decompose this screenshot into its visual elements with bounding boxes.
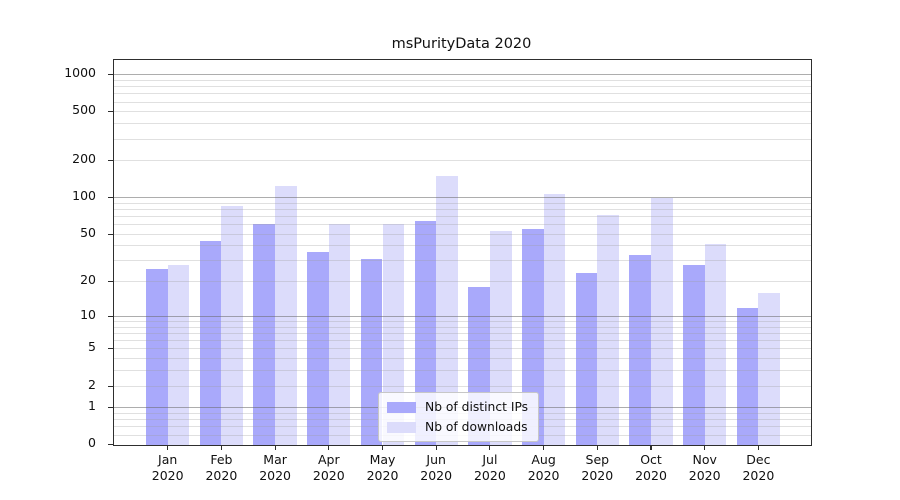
gridline-major [114,197,811,199]
y-tick-label: 1000 [64,65,96,81]
bar-downloads [543,194,566,445]
y-tick [108,74,114,76]
bar-distinct-ips [521,228,544,445]
y-tick [108,233,114,235]
gridline-minor [114,111,811,113]
x-tick [220,445,222,450]
plot-area: Jan 2020 Feb 2020 Mar 2020 Apr 2020 May 2020 Jun 20… [108,59,812,483]
y-tick-label: 500 [72,102,96,118]
gridline-minor [114,208,811,210]
x-tick-label: Jul 2020 [473,452,506,483]
x-tick [543,445,545,450]
gridline-minor [114,86,811,88]
bar-downloads [221,205,244,445]
y-tick [108,281,114,283]
gridline-minor [114,79,811,81]
y-tick-label: 2 [88,376,96,392]
x-tick [328,445,330,450]
y-tick [108,444,114,446]
bar-distinct-ips [629,254,651,445]
x-tick [435,445,437,450]
bar-distinct-ips [414,220,437,445]
bar-downloads [704,243,727,445]
legend-label-downloads: Nb of downloads [425,420,528,434]
gridline-minor [114,101,811,103]
bar-downloads [489,231,512,445]
x-tick-label: Aug 2020 [527,452,560,483]
bar-distinct-ips [199,241,222,445]
bar-downloads [597,214,619,445]
x-tick-label: Feb 2020 [205,452,238,483]
bar-distinct-ips [253,224,276,445]
bar-downloads [275,185,297,445]
gridline-minor [114,160,811,162]
bar-distinct-ips [736,307,759,445]
x-tick [274,445,276,450]
legend-item-downloads: Nb of downloads [387,419,528,435]
x-tick [650,445,652,450]
y-tick-label: 200 [72,151,96,167]
legend-swatch-downloads [387,421,416,433]
x-tick-label: Jun 2020 [420,452,453,483]
x-tick [381,445,384,450]
bar-downloads [382,224,405,445]
x-tick-label: Sep 2020 [581,452,614,483]
y-tick [108,385,114,387]
gridline-minor [114,224,811,226]
gridline-major [114,74,811,76]
x-tick [489,445,491,450]
x-tick-label: Jan 2020 [151,452,184,483]
legend-label-distinct-ips: Nb of distinct IPs [425,400,529,414]
x-tick [596,445,598,450]
gridline-minor [114,202,811,204]
y-axis-labels: 0 1 2 5 10 20 50 100 200 500 1000 [0,59,104,450]
y-tick-label: 20 [80,272,96,288]
y-tick-label: 100 [72,188,96,204]
y-tick-label: 0 [88,435,96,451]
x-tick-label: May 2020 [366,452,399,483]
bar-distinct-ips [360,259,383,445]
bar-downloads [167,264,190,445]
y-tick-label: 10 [80,306,96,322]
y-tick-label: 1 [88,398,96,414]
legend-swatch-distinct-ips [387,401,416,413]
x-tick-label: Nov 2020 [688,452,721,483]
bar-downloads [651,197,673,445]
bar-downloads [758,293,781,445]
gridline-minor [114,233,811,235]
y-tick-label: 5 [88,339,96,355]
y-tick [108,111,114,113]
legend-item-distinct-ips: Nb of distinct IPs [387,399,528,415]
y-tick [108,160,114,162]
bar-distinct-ips [146,268,168,445]
y-tick [108,407,114,409]
gridline-minor [114,93,811,95]
x-tick [704,445,706,450]
x-tick-label: Mar 2020 [259,452,291,483]
y-tick-label: 50 [80,224,96,240]
x-tick [167,445,169,450]
bar-distinct-ips [307,251,329,445]
y-tick [108,315,114,318]
x-tick-label: Oct 2020 [635,452,667,483]
bar-distinct-ips [575,272,598,445]
x-tick-label: Apr 2020 [312,452,345,483]
x-tick [757,445,759,450]
bar-downloads [328,224,351,445]
gridline-minor [114,216,811,217]
y-tick [108,348,114,350]
bar-downloads [436,176,458,445]
bar-distinct-ips [683,264,705,445]
x-tick-label: Dec 2020 [742,452,775,483]
chart-title: msPurityData 2020 [391,36,532,52]
gridline-minor [114,123,811,125]
legend: Nb of distinct IPs Nb of downloads [378,392,540,442]
gridline-minor [114,138,811,140]
y-tick [108,197,114,199]
